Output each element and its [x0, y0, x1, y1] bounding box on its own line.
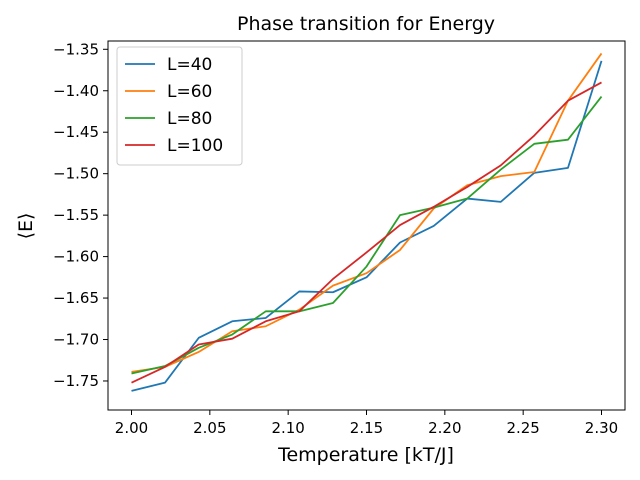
- legend: L=40 L=60 L=80 L=100: [116, 46, 243, 166]
- legend-box: [116, 46, 243, 166]
- legend-label: L=100: [167, 136, 223, 156]
- y-axis: −1.75 −1.70 −1.65 −1.60 −1.55 −1.50 −1.45 −1.40…: [53, 40, 108, 390]
- x-tick-label: 2.30: [585, 419, 618, 437]
- y-tick-label: −1.75: [53, 372, 99, 390]
- legend-label: L=60: [167, 82, 212, 102]
- series-line-l-60: [131, 52, 603, 373]
- y-tick-label: −1.40: [53, 82, 99, 100]
- y-tick-label: −1.65: [53, 289, 99, 307]
- plot-series: [131, 52, 603, 392]
- y-tick-label: −1.35: [53, 40, 99, 58]
- plot-frame: [107, 40, 626, 411]
- legend-label: L=80: [167, 109, 212, 129]
- x-tick-label: 2.20: [428, 419, 461, 437]
- y-tick-label: −1.45: [53, 123, 99, 141]
- x-axis: 2.00 2.05 2.10 2.15 2.20 2.25 2.30: [115, 410, 618, 437]
- x-tick-label: 2.15: [350, 419, 383, 437]
- x-tick-label: 2.10: [271, 419, 304, 437]
- chart-title: Phase transition for Energy: [237, 13, 495, 35]
- series-line-l-40: [131, 60, 603, 392]
- y-tick-label: −1.70: [53, 331, 99, 349]
- series-line-l-100: [131, 81, 602, 384]
- y-axis-title: ⟨E⟩: [15, 213, 37, 240]
- y-tick-label: −1.55: [53, 206, 99, 224]
- x-tick-label: 2.00: [115, 419, 148, 437]
- x-tick-label: 2.25: [506, 419, 539, 437]
- y-tick-label: −1.60: [53, 248, 99, 266]
- x-tick-label: 2.05: [193, 419, 226, 437]
- x-axis-title: Temperature [kT/J]: [277, 444, 454, 466]
- legend-label: L=40: [167, 55, 212, 75]
- y-tick-label: −1.50: [53, 165, 99, 183]
